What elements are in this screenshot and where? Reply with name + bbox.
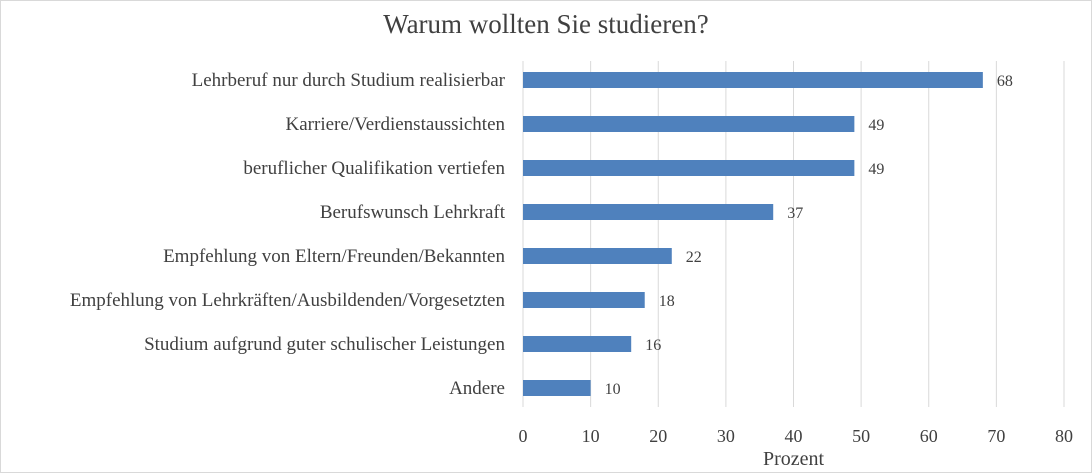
category-label: Empfehlung von Lehrkräften/Ausbildenden/…	[70, 290, 506, 311]
bar	[523, 380, 591, 396]
data-label: 10	[605, 381, 621, 398]
category-label: Berufswunsch Lehrkraft	[320, 202, 506, 223]
bar	[523, 248, 672, 264]
bar	[523, 116, 855, 132]
x-tick-label: 20	[649, 426, 667, 446]
category-label: Karriere/Verdienstaussichten	[286, 114, 506, 135]
bar	[523, 160, 855, 176]
category-label: Andere	[449, 378, 505, 399]
data-label: 49	[868, 117, 884, 134]
data-label: 16	[645, 337, 661, 354]
grid-lines	[522, 61, 1065, 407]
bar	[523, 72, 983, 88]
x-tick-label: 60	[920, 426, 938, 446]
x-tick-label: 30	[717, 426, 735, 446]
data-label: 37	[787, 205, 803, 222]
category-label: Lehrberuf nur durch Studium realisierbar	[192, 70, 506, 91]
data-label: 49	[868, 161, 884, 178]
bars	[523, 72, 983, 396]
x-tick-label: 0	[519, 426, 528, 446]
category-label: Empfehlung von Eltern/Freunden/Bekannten	[163, 246, 505, 267]
x-tick-label: 80	[1055, 426, 1073, 446]
x-axis-title: Prozent	[763, 448, 825, 470]
bar	[523, 292, 645, 308]
data-label: 22	[686, 249, 702, 266]
chart-title: Warum wollten Sie studieren?	[383, 9, 709, 39]
data-label: 68	[997, 73, 1013, 90]
x-tick-label: 10	[582, 426, 600, 446]
category-label: Studium aufgrund guter schulischer Leist…	[144, 334, 505, 355]
x-tick-label: 50	[852, 426, 870, 446]
data-label: 18	[659, 293, 675, 310]
x-tick-label: 40	[785, 426, 803, 446]
bar	[523, 336, 632, 352]
bar	[523, 204, 774, 220]
x-tick-label: 70	[987, 426, 1005, 446]
category-label: beruflicher Qualifikation vertiefen	[243, 158, 505, 179]
labels: 0 10 20 30 40 50 60 70 80 Lehrberuf nur durch Stu…	[70, 70, 1073, 446]
